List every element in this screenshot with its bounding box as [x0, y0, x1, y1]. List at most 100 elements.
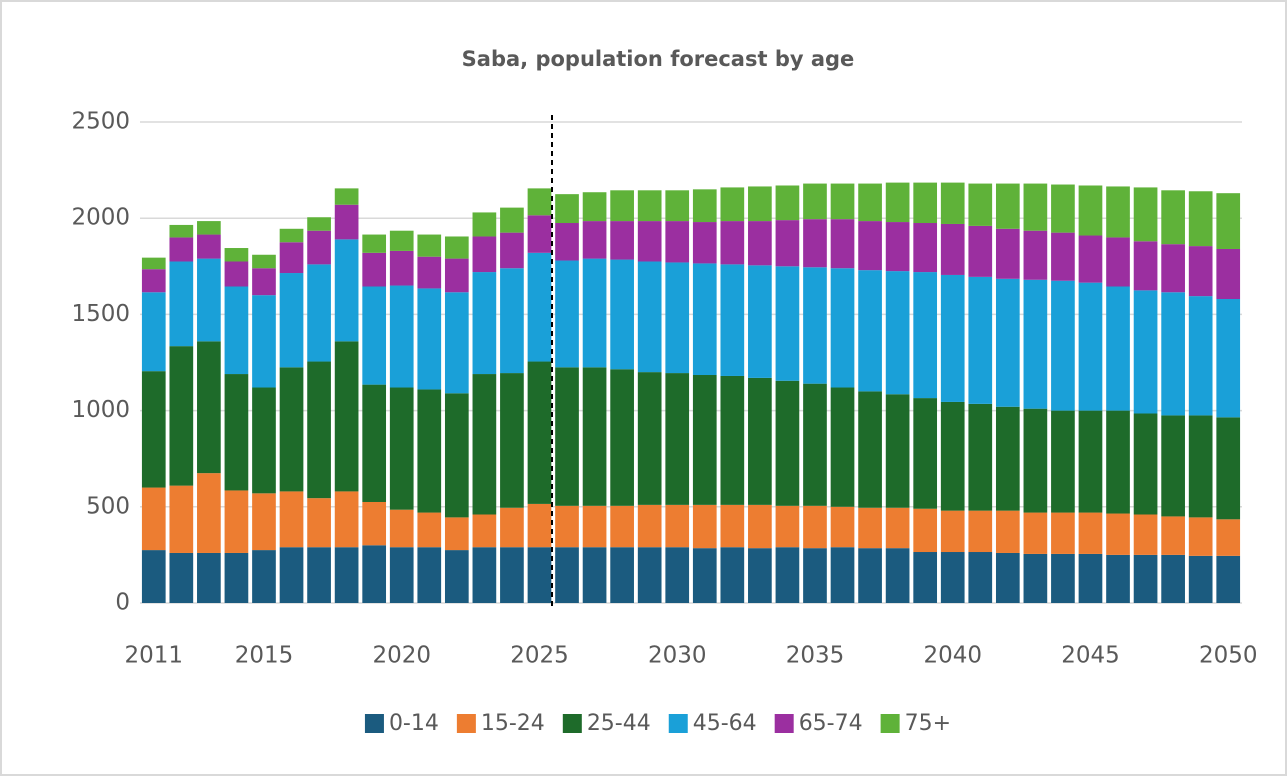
bar-segment [141, 550, 166, 603]
x-tick-label: 2020 [372, 643, 431, 669]
bar-segment [775, 220, 800, 267]
bar-segment [169, 261, 194, 347]
y-tick-label: 2000 [71, 205, 130, 231]
y-tick-label: 500 [86, 493, 130, 519]
bar-segment [500, 232, 524, 269]
bar-segment [555, 505, 579, 548]
bar-segment [720, 221, 745, 265]
bar-segment [224, 552, 249, 603]
y-tick-label: 2500 [71, 109, 130, 135]
bar-segment [224, 261, 249, 287]
bar-segment [968, 225, 993, 277]
bar-segment [252, 550, 276, 603]
bar-segment [362, 545, 387, 603]
bar-segment [224, 248, 249, 262]
bar-segment [252, 387, 276, 494]
x-tick-label: 2050 [1199, 643, 1258, 669]
bar-segment [1106, 286, 1130, 411]
bar-segment [885, 182, 910, 223]
bar-segment [472, 514, 497, 548]
bar-segment [830, 506, 855, 548]
bar-segment [555, 547, 579, 603]
bar-segment [555, 367, 579, 506]
bar-segment [1188, 191, 1213, 247]
bar-segment [775, 185, 800, 221]
bar-segment [968, 183, 993, 226]
bar-segment [665, 262, 690, 374]
bar-segment [334, 547, 359, 603]
bar-segment [279, 547, 304, 603]
bar-segment [307, 264, 331, 362]
bar-segment [940, 274, 965, 402]
bar-segment [582, 505, 607, 548]
bar-segment [1078, 282, 1103, 411]
bar-segment [995, 183, 1020, 229]
bar-segment [968, 552, 993, 603]
legend-label: 65-74 [799, 711, 863, 736]
bar-segment [197, 234, 221, 259]
bar-segment [1133, 514, 1158, 555]
bar-segment [720, 187, 745, 222]
bar-segment [197, 473, 221, 553]
bar-segment [913, 182, 938, 224]
bar-segment [803, 219, 827, 268]
bar-segment [637, 504, 662, 548]
bar-segment [913, 398, 938, 509]
bar-segment [692, 189, 717, 223]
legend-swatch [668, 714, 688, 733]
bar-segment [1051, 232, 1075, 281]
bar-segment [444, 550, 469, 603]
bar-segment [858, 548, 882, 603]
bar-segment [665, 373, 690, 505]
bar-segment [362, 234, 387, 253]
bar-segment [197, 221, 221, 235]
bar-segment [1106, 410, 1130, 514]
bar-segment [830, 268, 855, 388]
bar-segment [224, 374, 249, 491]
bar-segment [830, 219, 855, 269]
bar-segment [1051, 410, 1075, 513]
bar-segment [500, 547, 524, 603]
bar-segment [1023, 408, 1048, 513]
bar-segment [141, 257, 166, 270]
bar-segment [527, 361, 552, 504]
bar-segment [858, 391, 882, 508]
bar-segment [1078, 553, 1103, 603]
bar-segment [637, 221, 662, 262]
bar-segment [1133, 187, 1158, 242]
bar-segment [995, 228, 1020, 279]
bar-segment [527, 503, 552, 548]
bar-segment [748, 221, 772, 266]
legend-label: 15-24 [481, 711, 545, 736]
bar-segment [940, 223, 965, 275]
bar-segment [803, 383, 827, 506]
bar-segment [610, 505, 634, 548]
bar-segment [169, 552, 194, 603]
bar-segment [1188, 296, 1213, 416]
bar-segment [279, 367, 304, 492]
bar-segment [940, 401, 965, 511]
bar-segment [224, 490, 249, 553]
bar-segment [417, 512, 442, 548]
bar-segment [334, 188, 359, 205]
bar-segment [858, 507, 882, 549]
bar-segment [775, 266, 800, 381]
bar-segment [1161, 554, 1185, 603]
bar-segment [444, 292, 469, 394]
bar-segment [334, 239, 359, 342]
bar-segment [389, 250, 414, 286]
bar-segment [500, 373, 524, 508]
bar-segment [1023, 553, 1048, 603]
bar-segment [995, 406, 1020, 511]
legend-label: 45-64 [693, 711, 757, 736]
bar-segment [555, 260, 579, 368]
bar-segment [720, 375, 745, 505]
bar-segment [1023, 230, 1048, 280]
bar-segment [610, 190, 634, 222]
legend-swatch [456, 714, 476, 733]
legend-label: 75+ [905, 711, 951, 736]
bar-segment [582, 258, 607, 368]
bar-segment [224, 286, 249, 375]
bar-segment [1216, 299, 1241, 418]
